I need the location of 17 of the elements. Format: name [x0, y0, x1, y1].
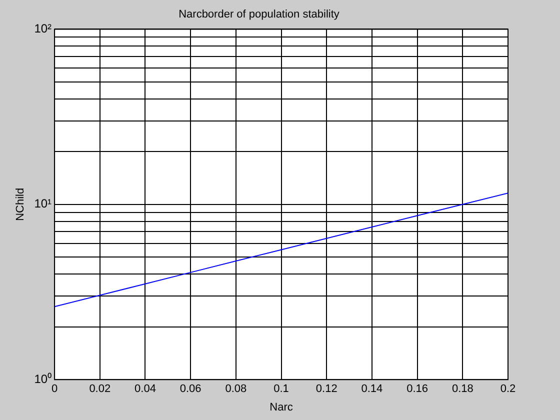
- y-axis-title: NChild: [14, 188, 27, 221]
- y-tick-label: 10²: [34, 22, 52, 36]
- x-tick-label: 0.12: [316, 383, 338, 396]
- x-tick-label: 0.2: [500, 383, 516, 396]
- x-tick-label: 0.1: [274, 383, 289, 396]
- x-tick-label: 0.18: [452, 383, 474, 396]
- y-tick-label: 10¹: [34, 196, 52, 211]
- x-tick-label: 0.06: [180, 383, 202, 396]
- x-tick-label: 0: [51, 383, 58, 396]
- x-tick-label: 0.02: [89, 383, 111, 396]
- x-tick-label: 0.08: [225, 383, 247, 396]
- x-tick-label: 0.14: [361, 383, 383, 396]
- y-tick-label: 10⁰: [34, 372, 52, 386]
- x-axis-title: Narc: [270, 401, 294, 414]
- x-tick-label: 0.04: [134, 383, 156, 396]
- x-tick-label: 0.16: [406, 383, 428, 396]
- chart-title: Narcborder of population stability: [178, 8, 340, 21]
